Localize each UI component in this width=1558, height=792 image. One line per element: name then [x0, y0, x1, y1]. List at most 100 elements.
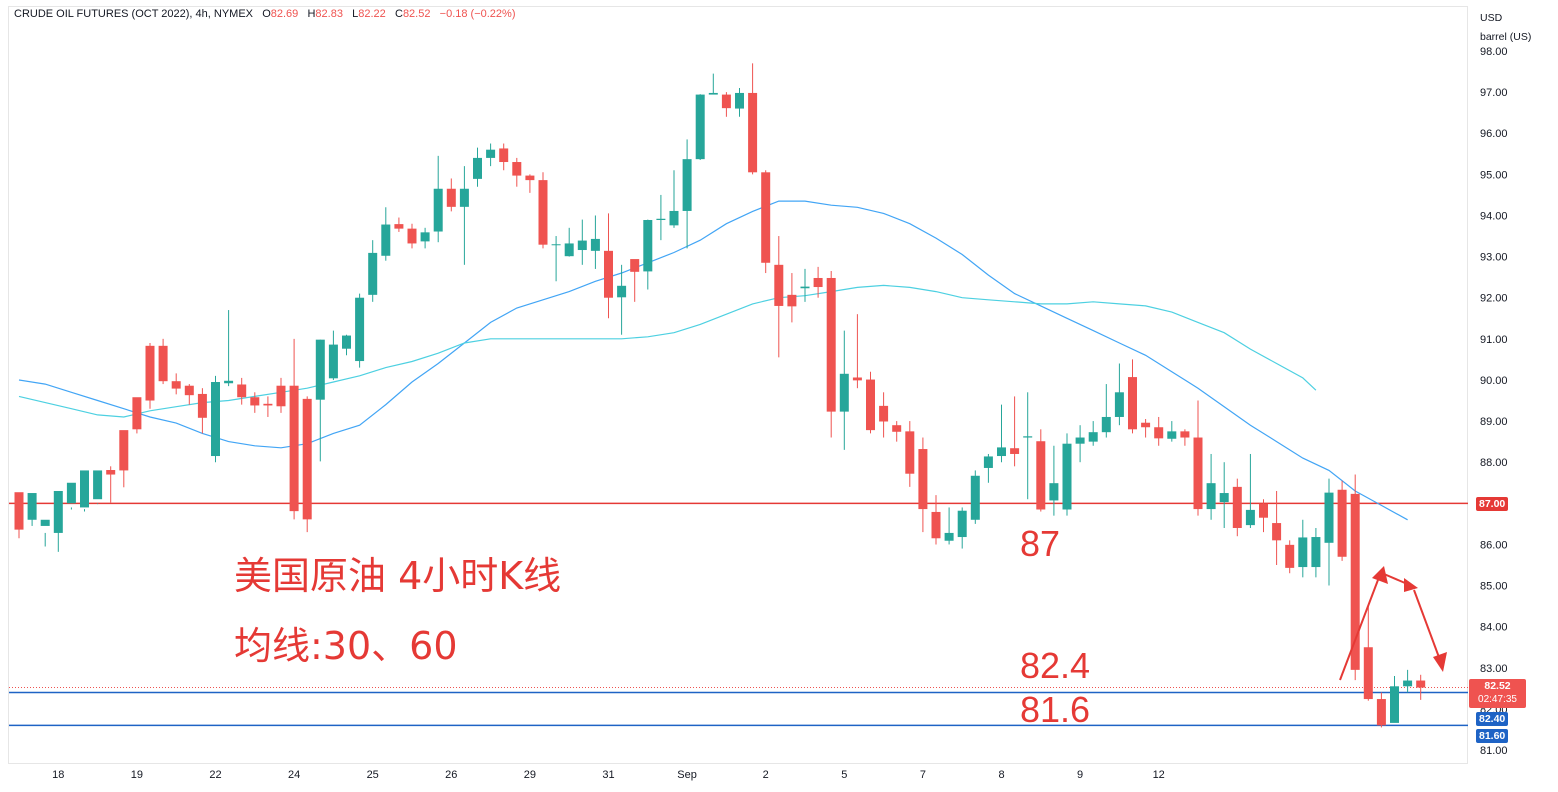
candle-body [1232, 486, 1242, 528]
candle-body [630, 259, 640, 272]
candle-body [420, 232, 430, 242]
candle-body [1036, 441, 1046, 510]
candle-body [1154, 427, 1164, 439]
candle-body [604, 250, 613, 298]
candle-body [473, 157, 482, 179]
candle-body [197, 393, 207, 418]
x-tick-label: 9 [1077, 769, 1083, 781]
y-tick-label: 96.00 [1480, 128, 1508, 140]
candle-body [800, 286, 810, 289]
candle-body [983, 456, 993, 468]
candle-body [1324, 492, 1334, 543]
x-tick-label: 19 [131, 769, 143, 781]
symbol-title: CRUDE OIL FUTURES (OCT 2022), 4h, NYMEX [14, 8, 253, 20]
candle-body [1363, 647, 1373, 700]
candle-body [1416, 680, 1426, 688]
y-tick-label: 98.00 [1480, 46, 1508, 58]
candle-body [302, 398, 312, 520]
candle-body [617, 285, 627, 298]
candle-body [905, 431, 915, 474]
candle-body [355, 297, 365, 362]
candle-body [957, 510, 967, 538]
high-label: H [307, 8, 316, 20]
y-tick-label: 83.00 [1480, 663, 1508, 675]
y-tick-label: 86.00 [1480, 539, 1508, 551]
y-tick-label: 88.00 [1480, 457, 1508, 469]
y-tick-label: 93.00 [1480, 252, 1508, 264]
annotation-title: 美国原油 4小时K线 [234, 554, 562, 598]
unit-label: barrel (US) [1480, 31, 1532, 43]
candle-body [551, 244, 561, 246]
x-tick-label: Sep [677, 769, 697, 781]
candle-body [158, 345, 168, 382]
y-tick-label: 89.00 [1480, 416, 1508, 428]
x-tick-label: 26 [445, 769, 457, 781]
candle-body [1311, 537, 1321, 568]
candle-body [1023, 436, 1033, 438]
candle-body [774, 264, 784, 306]
candle-body [1101, 416, 1111, 433]
x-tick-label: 5 [841, 769, 847, 781]
candle-body [119, 430, 129, 471]
y-tick-label: 97.00 [1480, 87, 1508, 99]
candle-body [250, 397, 260, 406]
candle-body [997, 447, 1006, 457]
candle-body [368, 252, 378, 295]
candle-body [66, 482, 76, 504]
candle-body [879, 405, 889, 422]
candle-body [1390, 686, 1399, 723]
high-value: 82.83 [315, 8, 343, 20]
x-tick-label: 7 [920, 769, 926, 781]
candle-body [918, 449, 928, 510]
candle-body [80, 470, 89, 508]
annotation-level-82-4: 82.4 [1020, 645, 1091, 686]
candle-body [1219, 493, 1229, 503]
candle-body [1298, 537, 1308, 568]
candle-body [289, 385, 299, 512]
ma60-line [18, 284, 1317, 418]
price-label-last: 82.52 02:47:35 [1469, 679, 1526, 708]
candle-body [944, 532, 954, 541]
candle-body [459, 188, 469, 207]
candle-body [342, 335, 351, 349]
candle-body [106, 470, 116, 475]
candle-body [1049, 483, 1059, 501]
candle-body [93, 470, 103, 500]
x-tick-label: 29 [524, 769, 536, 781]
close-label: C [394, 8, 403, 20]
forecast-arrow-up-line [1339, 571, 1382, 681]
forecast-arrow-down-line [1413, 589, 1441, 661]
candle-body [1350, 493, 1360, 670]
candle-body [643, 220, 653, 272]
candle-body [224, 380, 234, 384]
forecast-arrow-down-head [1433, 652, 1447, 672]
x-tick-label: 22 [209, 769, 221, 781]
y-tick-label: 90.00 [1480, 375, 1508, 387]
candle-body [276, 385, 286, 407]
bar-countdown: 02:47:35 [1478, 694, 1517, 705]
candle-body [970, 475, 980, 520]
annotation-ma: 均线:30、60 [234, 624, 458, 668]
candle-body [1128, 377, 1137, 430]
candle-body [866, 379, 875, 431]
candle-body [14, 492, 24, 530]
annotation-level-87: 87 [1020, 523, 1061, 564]
candle-body [53, 490, 63, 533]
candle-body [761, 172, 771, 263]
price-label-81-60: 81.60 [1476, 729, 1509, 743]
candle-body [1259, 503, 1268, 518]
x-tick-label: 18 [52, 769, 64, 781]
candle-body [184, 385, 194, 396]
candle-body [263, 403, 273, 406]
candle-body [721, 94, 731, 109]
x-tick-label: 31 [602, 769, 614, 781]
y-tick-label: 91.00 [1480, 334, 1508, 346]
last-price-value: 82.52 [1484, 680, 1511, 692]
candle-body [826, 277, 836, 412]
candle-body [1141, 422, 1151, 428]
candle-body [145, 345, 155, 401]
low-label: L [352, 8, 359, 20]
forecast-arrow-up-head [1372, 566, 1388, 584]
candle-body [407, 228, 417, 244]
